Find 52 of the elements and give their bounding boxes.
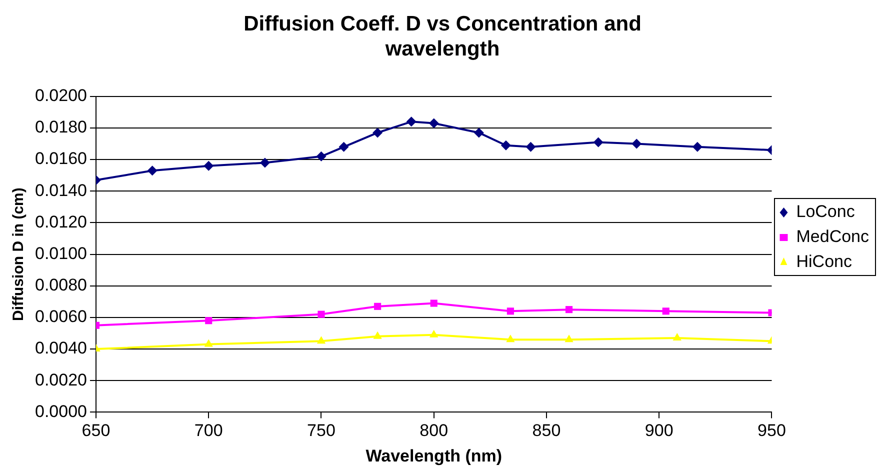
- chart-title: Diffusion Coeff. D vs Concentration and wavelength: [244, 12, 642, 61]
- y-tick-label: 0.0100: [34, 244, 87, 263]
- point: [506, 308, 514, 315]
- point: [632, 138, 642, 149]
- legend-label: HiConc: [796, 252, 852, 272]
- point: [593, 137, 604, 148]
- point: [430, 330, 438, 338]
- point: [564, 334, 574, 342]
- x-tick-label: 650: [82, 421, 110, 440]
- point: [147, 166, 158, 176]
- point: [338, 142, 349, 152]
- legend-label: LoConc: [796, 202, 856, 222]
- x-tick-label: 850: [532, 421, 561, 440]
- point: [318, 310, 325, 318]
- point: [474, 128, 484, 138]
- y-tick-label: 0.0140: [34, 180, 87, 200]
- legend-label: MedConc: [796, 227, 870, 246]
- x-tick-label: 950: [758, 421, 786, 440]
- y-tick-label: 0.0160: [34, 149, 87, 168]
- y-tick-label: 0.0180: [34, 118, 87, 137]
- point: [205, 317, 212, 324]
- x-axis-title: Wavelength (nm): [366, 446, 502, 466]
- point: [406, 116, 416, 127]
- x-tick-label: 700: [194, 421, 223, 440]
- point: [260, 158, 270, 168]
- point: [662, 308, 670, 315]
- y-tick-label: 0.0080: [34, 276, 87, 295]
- x-tick-label: 900: [644, 421, 674, 440]
- point: [428, 118, 439, 128]
- point: [506, 334, 515, 342]
- point: [430, 300, 438, 307]
- x-tick-label: 750: [307, 421, 336, 440]
- point: [372, 128, 383, 138]
- point: [672, 332, 682, 340]
- x-tick-label: 800: [420, 421, 448, 440]
- y-tick-label: 0.0020: [34, 370, 87, 390]
- point: [692, 142, 702, 152]
- point: [565, 306, 573, 314]
- point: [526, 142, 536, 152]
- y-tick-label: 0.0000: [34, 402, 87, 421]
- point: [316, 336, 326, 344]
- y-tick-label: 0.0060: [34, 307, 87, 326]
- y-axis-title: Diffusion D in (cm): [10, 188, 28, 321]
- y-tick-label: 0.0120: [34, 212, 87, 232]
- point: [374, 302, 382, 310]
- y-tick-label: 0.0200: [34, 86, 87, 106]
- point: [500, 140, 511, 150]
- point: [316, 151, 326, 162]
- y-tick-label: 0.0040: [34, 338, 87, 358]
- point: [373, 331, 382, 339]
- point: [204, 339, 213, 347]
- point: [204, 160, 214, 171]
